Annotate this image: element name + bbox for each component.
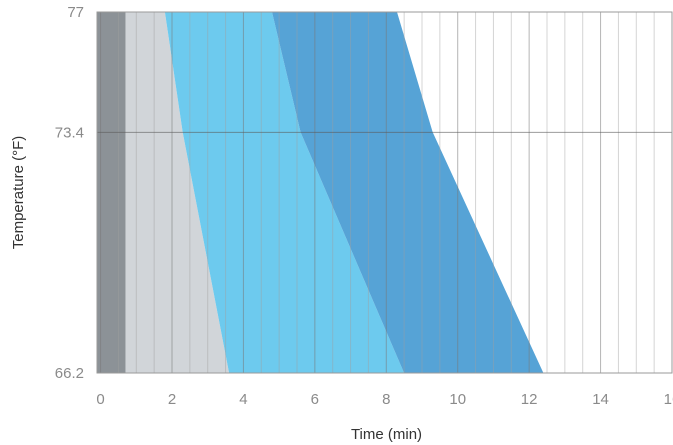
x-tick-label: 0: [96, 391, 104, 408]
y-tick-label: 77: [67, 4, 84, 21]
y-tick-labels: 66.2 73.4 77: [55, 4, 84, 382]
x-tick-label: 10: [449, 391, 466, 408]
x-axis-label: Time (min): [351, 426, 422, 443]
x-tick-label: 16: [664, 391, 673, 408]
band-4: [272, 12, 544, 373]
x-tick-labels: 0 2 4 6 8 10 12 14 16: [96, 391, 673, 408]
band-3: [164, 12, 405, 373]
x-tick-label: 8: [382, 391, 390, 408]
plot-bands: [97, 12, 544, 373]
x-tick-label: 4: [239, 391, 247, 408]
x-tick-label: 12: [521, 391, 538, 408]
x-tick-label: 6: [311, 391, 319, 408]
plot-frame: [96, 11, 673, 374]
grid-lines: [97, 12, 673, 373]
band-1: [97, 12, 126, 373]
y-axis-label: Temperature (°F): [10, 136, 27, 250]
x-tick-label: 14: [592, 391, 609, 408]
y-tick-label: 73.4: [55, 124, 84, 141]
x-tick-label: 2: [168, 391, 176, 408]
y-tick-label: 66.2: [55, 365, 84, 382]
band-2: [125, 12, 230, 373]
